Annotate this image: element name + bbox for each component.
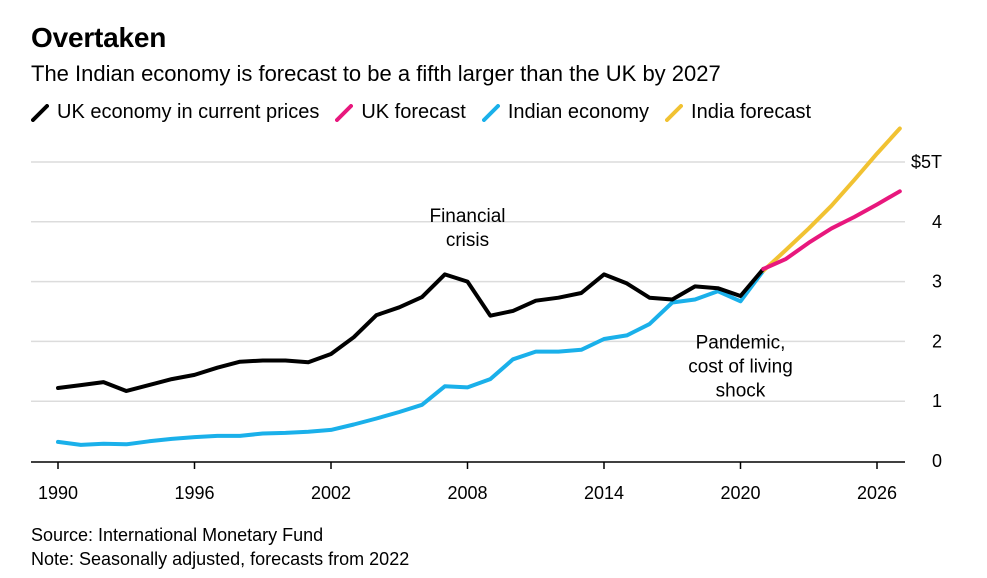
chart-subtitle: The Indian economy is forecast to be a f…	[31, 61, 721, 86]
legend-label-uk-economy: UK economy in current prices	[57, 101, 320, 123]
series-line-india-forecast	[761, 126, 902, 273]
legend-label-indian-economy: Indian economy	[507, 101, 650, 123]
legend-swatch-uk-forecast	[335, 103, 354, 122]
x-tick-label: 2002	[311, 483, 351, 503]
footnotes: Source: International Monetary Fund Note…	[31, 523, 409, 571]
annotation-text: Pandemic,	[696, 333, 786, 354]
x-tick-label: 2014	[584, 483, 624, 503]
chart-title: Overtaken	[31, 22, 167, 53]
y-tick-label: $5T	[911, 152, 942, 172]
method-note: Note: Seasonally adjusted, forecasts fro…	[31, 549, 410, 569]
legend-label-india-forecast: India forecast	[691, 101, 812, 123]
legend-item-uk-forecast: UK forecast	[335, 101, 466, 124]
x-tick-label: 1996	[174, 483, 214, 503]
legend-label-uk-forecast: UK forecast	[361, 101, 466, 123]
annotation-text: crisis	[446, 230, 489, 251]
legend-item-indian-economy: Indian economy	[481, 101, 650, 124]
x-tick-label: 2020	[720, 483, 760, 503]
legend: UK economy in current prices UK forecast…	[31, 101, 827, 124]
series-line-indian-economy	[56, 268, 766, 447]
legend-swatch-uk-economy	[31, 103, 49, 122]
source-note: Source: International Monetary Fund	[31, 525, 324, 545]
legend-swatch-india-forecast	[665, 103, 684, 122]
series-line-uk-forecast	[761, 189, 902, 271]
legend-item-uk-economy: UK economy in current prices	[31, 101, 319, 124]
annotation-text: cost of living	[688, 357, 793, 378]
y-tick-label: 0	[932, 451, 942, 471]
x-tick-label: 1990	[38, 483, 78, 503]
y-tick-label: 2	[932, 331, 942, 351]
x-tick-label: 2008	[447, 483, 487, 503]
annotation-text: Financial	[429, 206, 505, 227]
y-tick-label: 4	[932, 212, 942, 232]
legend-item-india-forecast: India forecast	[665, 101, 811, 124]
series-line-uk-economy-in-current-prices	[56, 267, 766, 393]
y-tick-label: 3	[932, 272, 942, 292]
legend-swatch-indian-economy	[481, 103, 500, 122]
x-tick-label: 2026	[857, 483, 897, 503]
annotation-text: shock	[716, 381, 766, 402]
y-tick-label: 1	[932, 391, 942, 411]
